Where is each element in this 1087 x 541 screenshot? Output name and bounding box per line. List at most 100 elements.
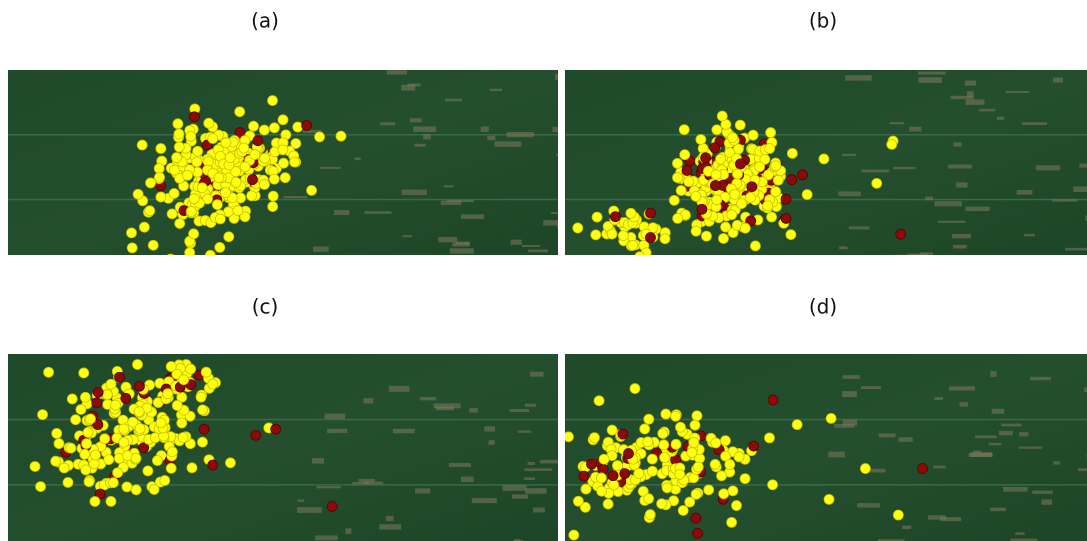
bare-patch <box>352 482 369 485</box>
yellow-dot <box>612 460 623 471</box>
yellow-dot <box>239 161 251 173</box>
yellow-dot <box>692 461 704 473</box>
bare-patch <box>345 528 352 535</box>
bare-patch <box>392 428 415 434</box>
bare-patch <box>297 499 305 502</box>
red-dot <box>198 423 210 435</box>
yellow-dot <box>625 207 637 219</box>
yellow-dot <box>764 143 776 154</box>
red-dot <box>645 232 656 243</box>
yellow-dot <box>279 172 291 184</box>
yellow-dot <box>259 152 271 164</box>
bare-patch <box>1001 423 1022 427</box>
bare-patch <box>949 386 976 391</box>
yellow-dot <box>306 184 317 196</box>
yellow-dot <box>637 485 649 497</box>
yellow-dot <box>144 205 156 217</box>
yellow-dot <box>711 124 723 136</box>
bare-patch <box>312 458 324 464</box>
yellow-dot <box>83 476 95 488</box>
panel-label: (c) <box>252 295 279 319</box>
yellow-dot <box>185 130 197 142</box>
panel-image <box>565 354 1087 541</box>
yellow-dot <box>290 138 302 149</box>
bare-patch <box>1077 468 1087 472</box>
yellow-dot <box>178 374 190 386</box>
yellow-dot <box>634 251 645 255</box>
yellow-dot <box>744 192 756 203</box>
yellow-dot <box>598 453 610 465</box>
bare-patch <box>414 143 426 147</box>
yellow-dot <box>764 432 775 444</box>
bare-patch <box>928 515 947 520</box>
red-dot <box>623 448 634 459</box>
bare-patch <box>907 253 928 255</box>
bare-patch <box>842 391 857 398</box>
bare-patch <box>1018 446 1043 449</box>
bare-patch <box>388 385 410 392</box>
bare-patch <box>297 507 322 513</box>
yellow-dot <box>70 414 82 426</box>
bare-patch <box>909 126 922 132</box>
bare-patch <box>937 220 966 223</box>
bare-patch <box>967 91 974 98</box>
bare-patch <box>979 108 996 112</box>
yellow-dot <box>726 516 738 528</box>
yellow-dot <box>690 225 702 237</box>
yellow-dot <box>750 240 761 252</box>
yellow-dot <box>107 477 119 489</box>
bare-patch <box>333 210 350 216</box>
yellow-dot <box>118 423 130 435</box>
bare-patch <box>510 239 522 245</box>
bare-patch <box>1023 233 1035 237</box>
yellow-dot <box>335 130 347 142</box>
bare-patch <box>487 135 496 141</box>
yellow-dot <box>133 406 145 418</box>
panel <box>565 354 1087 541</box>
bare-patch <box>919 252 933 255</box>
red-dot <box>690 512 702 524</box>
bare-patch <box>527 249 548 253</box>
yellow-dot <box>239 211 251 223</box>
bare-patch <box>469 407 479 413</box>
bare-patch <box>423 134 431 140</box>
yellow-dot <box>37 409 48 421</box>
bare-patch <box>866 468 886 473</box>
yellow-dot <box>646 453 658 465</box>
yellow-dot <box>791 419 803 431</box>
red-dot <box>301 120 313 131</box>
bare-patch <box>440 200 462 205</box>
yellow-dot <box>130 484 142 496</box>
panel <box>8 70 558 255</box>
yellow-dot <box>658 439 670 451</box>
bare-patch <box>893 166 916 170</box>
panel <box>8 354 558 541</box>
yellow-dot <box>277 114 289 126</box>
bare-patch <box>834 423 855 428</box>
yellow-dot <box>695 134 707 145</box>
yellow-dot <box>292 121 304 133</box>
yellow-dot <box>269 122 280 134</box>
yellow-dot <box>99 433 111 445</box>
red-dot <box>780 213 792 224</box>
bare-patch <box>1010 538 1038 541</box>
red-dot <box>610 211 621 223</box>
red-dot <box>710 180 721 191</box>
field <box>565 354 1087 541</box>
yellow-dot <box>105 378 117 390</box>
bare-patch <box>934 201 962 207</box>
yellow-dot <box>825 412 837 424</box>
bare-patch <box>552 126 558 133</box>
yellow-dot <box>674 469 686 480</box>
red-dot <box>745 215 757 227</box>
red-dot <box>597 463 609 475</box>
red-dot <box>619 468 631 479</box>
yellow-dot <box>739 222 751 234</box>
yellow-dot <box>678 124 690 136</box>
yellow-dot <box>182 169 193 181</box>
bare-patch <box>327 428 348 433</box>
bare-patch <box>509 409 530 412</box>
yellow-dot <box>142 465 154 477</box>
yellow-dot <box>159 475 171 486</box>
yellow-dot <box>672 158 683 169</box>
